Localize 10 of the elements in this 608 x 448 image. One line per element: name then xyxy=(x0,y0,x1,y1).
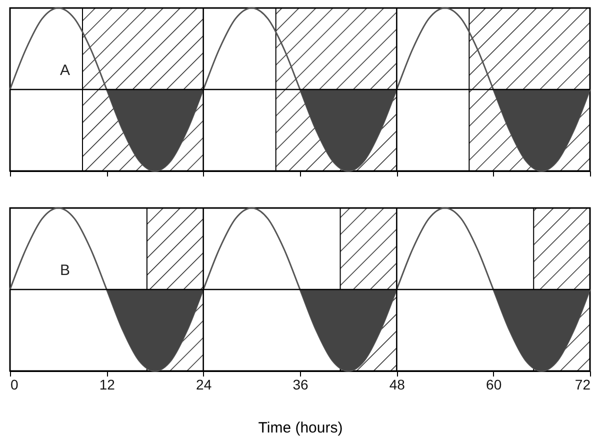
x-tick-label: 36 xyxy=(292,376,308,392)
annotation: A xyxy=(60,62,70,79)
x-tick-label: 0 xyxy=(10,376,18,392)
x-tick-label: 72 xyxy=(574,376,591,392)
annotation: B xyxy=(60,262,70,279)
x-tick-label: 48 xyxy=(389,376,406,392)
x-axis-title: Time (hours) xyxy=(258,420,343,436)
x-tick-label: 60 xyxy=(486,376,502,392)
x-tick-label: 24 xyxy=(196,376,212,392)
x-tick-label: 12 xyxy=(99,376,116,392)
